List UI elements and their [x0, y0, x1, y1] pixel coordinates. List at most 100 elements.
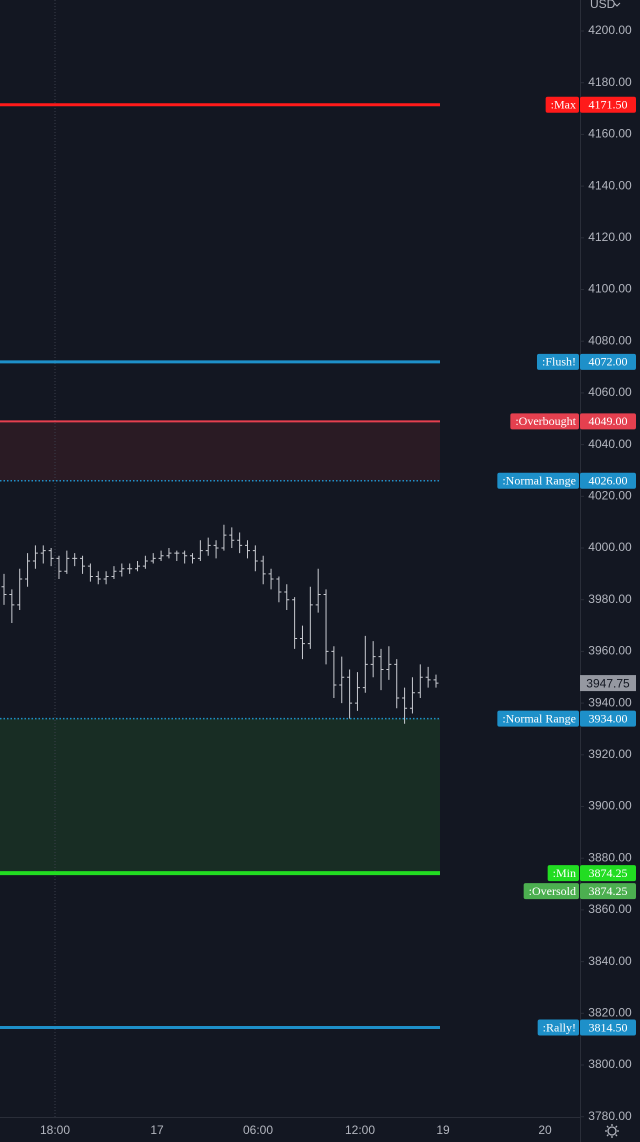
ohlc-bar [142, 555, 148, 569]
y-tick-label: 3780.00 [588, 1109, 632, 1123]
ohlc-bar [276, 576, 282, 603]
ohlc-bar [48, 548, 54, 567]
name-tag-text: :Normal Range [502, 474, 576, 488]
ohlc-bar [87, 563, 93, 582]
ohlc-bar [1, 573, 7, 605]
y-tick-label: 3900.00 [588, 799, 632, 813]
ohlc-bar [150, 553, 156, 564]
y-tick-label: 3880.00 [588, 850, 632, 864]
ohlc-bar [190, 553, 196, 564]
ohlc-bar [197, 540, 203, 561]
ohlc-bar [174, 550, 180, 561]
ohlc-bar [135, 560, 141, 572]
currency-label[interactable]: USD [590, 0, 616, 11]
ohlc-bar [95, 571, 101, 585]
ohlc-bar [25, 553, 31, 587]
zone [0, 421, 440, 481]
ohlc-bar [307, 586, 313, 649]
ohlc-bar [331, 646, 337, 698]
ohlc-bar [378, 648, 384, 691]
ohlc-bar [237, 532, 243, 554]
y-tick-label: 4120.00 [588, 230, 632, 244]
plot-layer [0, 421, 440, 874]
value-tag [580, 883, 636, 900]
name-tag-text: :Max [551, 97, 576, 111]
ohlc-bar [244, 540, 250, 559]
value-tag [580, 710, 636, 727]
y-tick-label: 4180.00 [588, 75, 632, 89]
x-tick-label: 12:00 [345, 1123, 375, 1137]
currency-chevron[interactable] [613, 2, 621, 7]
y-tick-label: 3980.00 [588, 592, 632, 606]
zone [0, 718, 440, 874]
value-tag [580, 1019, 636, 1036]
value-tag [580, 96, 636, 113]
value-tag-text: 3874.25 [589, 884, 628, 898]
y-tick-label: 3860.00 [588, 902, 632, 916]
ohlc-bar [166, 548, 172, 559]
ohlc-bar [56, 555, 62, 580]
value-tag-text: 4026.00 [589, 474, 628, 488]
y-tick-label: 4160.00 [588, 127, 632, 141]
value-tag-text: 4171.50 [589, 97, 628, 111]
name-tag [537, 1019, 579, 1036]
ohlc-bar [119, 563, 125, 577]
name-tag-text: :Flush! [542, 355, 576, 369]
ohlc-bar [386, 646, 392, 680]
name-tag-text: :Rally! [543, 1020, 576, 1034]
y-tick-label: 4060.00 [588, 385, 632, 399]
y-tick-label: 3920.00 [588, 747, 632, 761]
ohlc-bar [354, 672, 360, 711]
y-tick-label: 3960.00 [588, 644, 632, 658]
ohlc-bar [72, 553, 78, 567]
ohlc-bar [213, 540, 219, 559]
y-tick-label: 3940.00 [588, 695, 632, 709]
ohlc-bar [347, 669, 353, 719]
ohlc-bar [323, 589, 329, 665]
settings-icon[interactable] [605, 1124, 619, 1138]
gear[interactable] [607, 1126, 617, 1136]
y-tick-label: 4200.00 [588, 23, 632, 37]
ohlc-bar [299, 625, 305, 660]
ohlc-bar [127, 563, 133, 574]
x-tick-label: 17 [150, 1123, 164, 1137]
x-tick-label: 19 [436, 1123, 450, 1137]
ohlc-bar [402, 687, 408, 724]
name-tag [497, 710, 579, 727]
value-tag [580, 413, 636, 430]
y-tick-label: 4040.00 [588, 437, 632, 451]
x-tick-label: 06:00 [243, 1123, 273, 1137]
name-tag [547, 865, 579, 882]
y-tick-label: 3840.00 [588, 954, 632, 968]
ohlc-bar [370, 641, 376, 678]
x-tick-label: 18:00 [40, 1123, 70, 1137]
x-tick-label: 20 [538, 1123, 552, 1137]
gear-teeth[interactable] [605, 1124, 619, 1138]
ohlc-bar [284, 584, 290, 611]
name-tag-text: :Min [553, 866, 576, 880]
y-tick-label: 4080.00 [588, 333, 632, 347]
ohlc-bar [182, 550, 188, 564]
ohlc-bar [433, 674, 439, 688]
name-tag [545, 96, 579, 113]
value-tag [580, 353, 636, 370]
ohlc-bar [40, 545, 46, 564]
value-tag-text: 3874.25 [589, 866, 628, 880]
last-price: 3947.75 [586, 676, 630, 690]
ohlc-bar [229, 527, 235, 549]
ohlc-bar [409, 677, 415, 714]
name-tag-text: :Overbought [515, 414, 576, 428]
ohlc-bar [252, 545, 258, 572]
ohlc-bar [158, 550, 164, 561]
ohlc-bar [17, 568, 23, 611]
ohlc-bar [103, 571, 109, 585]
value-tag [580, 472, 636, 489]
y-tick-label: 4140.00 [588, 178, 632, 192]
value-tag-text: 4049.00 [589, 414, 628, 428]
y-tick-label: 3820.00 [588, 1005, 632, 1019]
value-tag-text: 3814.50 [589, 1020, 628, 1034]
ohlc-bar [9, 589, 15, 623]
name-tag-text: :Normal Range [502, 711, 576, 725]
